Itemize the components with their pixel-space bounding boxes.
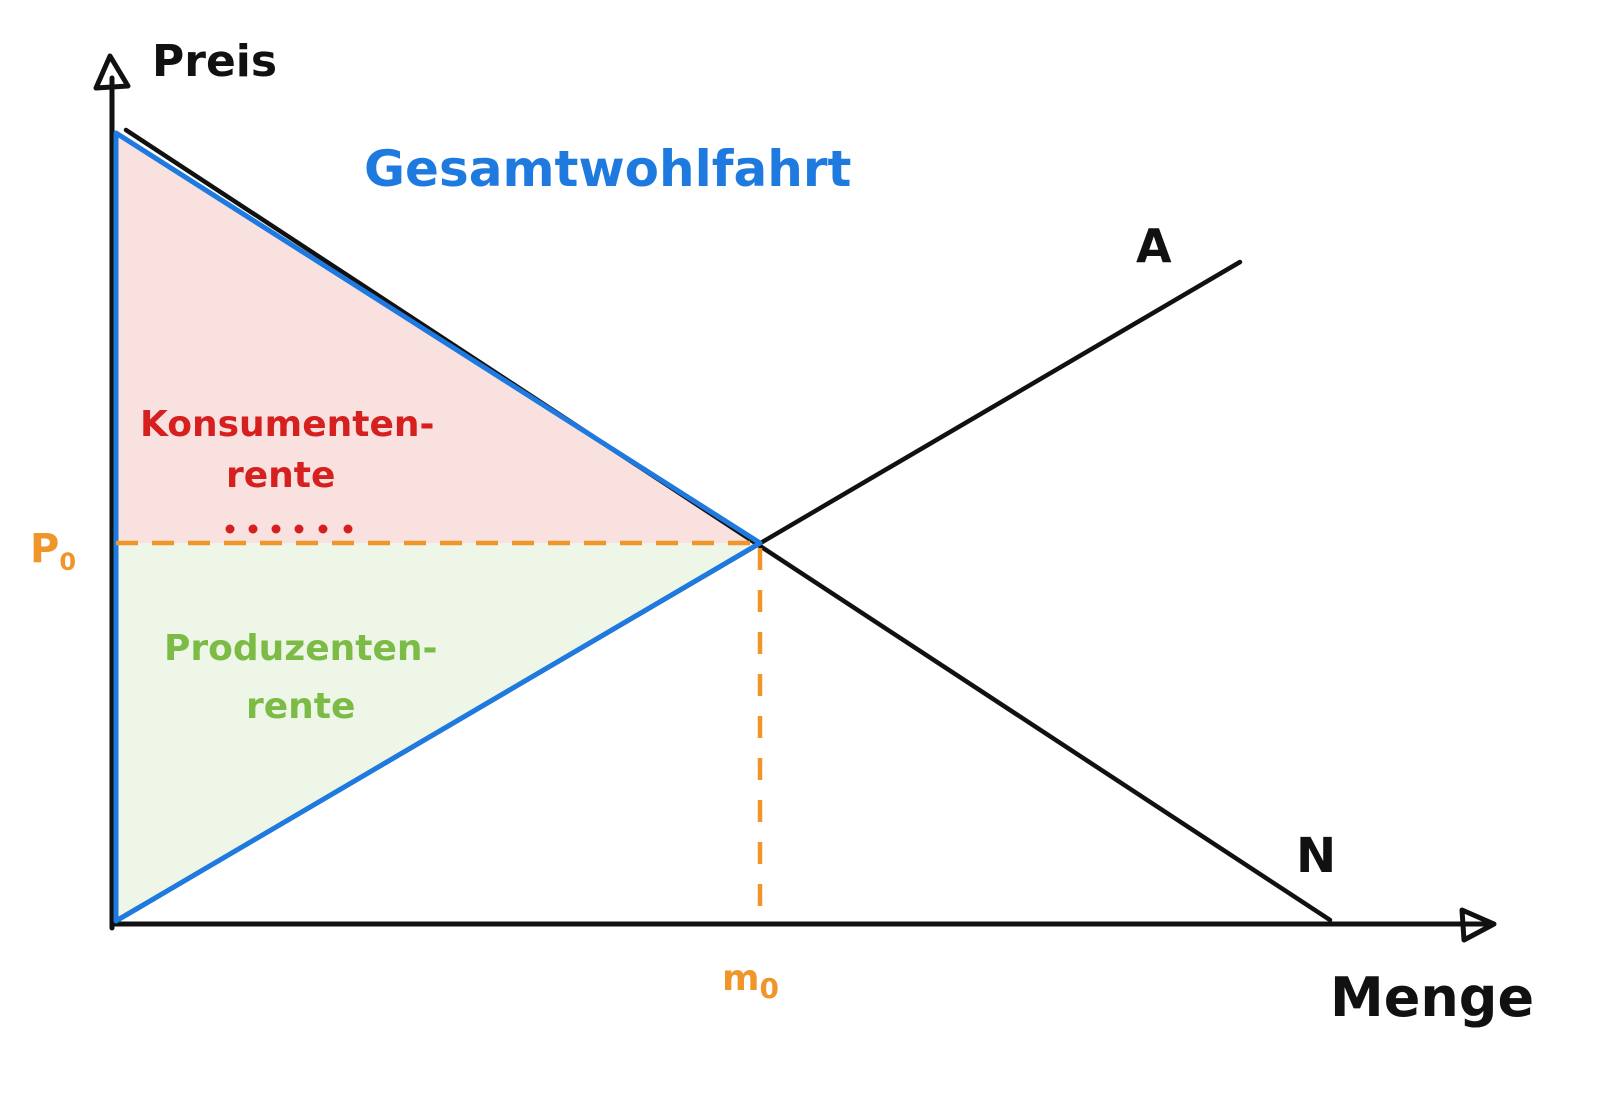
y-axis-label: Preis: [152, 36, 277, 87]
total-welfare-outline: [113, 130, 763, 924]
equilibrium-price-label: P0: [30, 526, 76, 576]
x-axis-arrowhead: [1459, 907, 1497, 943]
total-welfare-label: Gesamtwohlfahrt: [364, 140, 851, 198]
producer-surplus-label-line1: Produzenten-: [164, 628, 437, 669]
consumer-surplus-label-line2: rente: [226, 455, 335, 496]
producer-surplus-label-line2: rente: [246, 686, 355, 727]
consumer-surplus-label-line1: Konsumenten-: [140, 404, 434, 445]
supply-curve-label: A: [1136, 219, 1172, 273]
x-axis-label: Menge: [1330, 966, 1534, 1029]
demand-curve-label: N: [1296, 828, 1336, 884]
consumer-surplus-dots: [225, 524, 353, 534]
y-axis-arrowhead: [93, 53, 131, 91]
equilibrium-quantity-label: m0: [722, 958, 779, 1005]
